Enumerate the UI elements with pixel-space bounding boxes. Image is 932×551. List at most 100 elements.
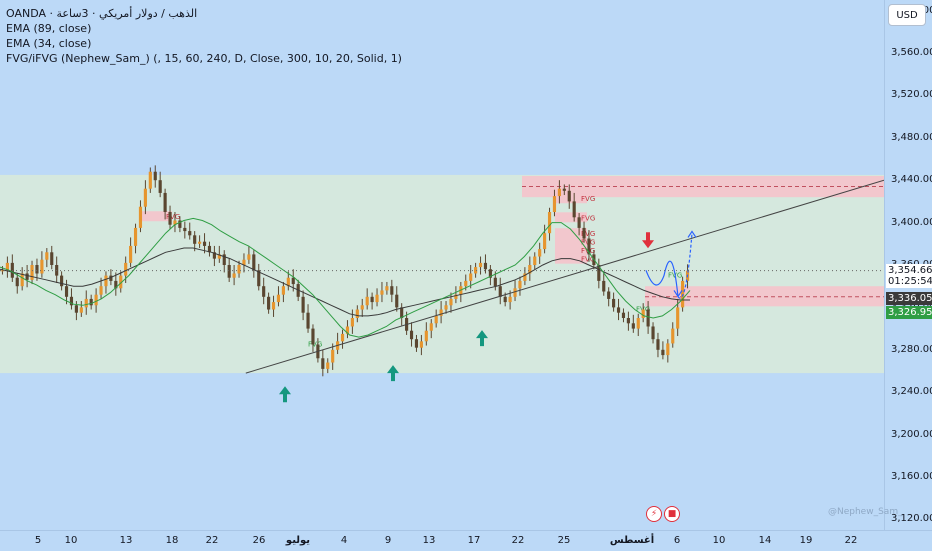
candle-body [257,270,261,287]
legend-symbol-title[interactable]: OANDA · الذهب / دولار أمريكي · 3ساعة [6,7,198,20]
x-tick-label: أغسطس [609,535,655,546]
candle-body [400,307,404,318]
candle-body [321,358,325,369]
candle-body [656,339,660,350]
support-arrow-1 [279,386,291,403]
candle-body [183,227,187,232]
candle-body [99,286,103,295]
candle-body [40,259,44,274]
candle-body [434,315,438,324]
candle-body [207,245,212,253]
fvg-label-3: FVG [581,214,595,222]
candle-body [252,254,256,271]
range-zone [0,174,884,374]
candle-body [267,296,271,310]
x-tick-label: 9 [384,535,392,546]
candle-body [178,220,182,228]
candle-body [104,275,108,287]
candle-body [168,212,172,225]
fvg-label-1: FVG [166,213,180,221]
fvg-label-5-box [555,236,587,247]
chart-plot-area[interactable]: FVGFVGFVGFVGFVGFVGFVGFVGFVGFVG [0,0,885,530]
candle-body [212,252,216,259]
y-tick-label: 3,280.000 [891,343,932,355]
candle-body [247,254,251,260]
candle-body [414,339,419,348]
x-tick-label: 19 [799,535,813,546]
candle-body [478,262,483,268]
candle-body [380,290,384,295]
candle-body [74,305,78,313]
candle-body [419,341,423,348]
candle-body [30,265,34,280]
candle-body [488,269,492,278]
candle-body [242,259,246,265]
fvg-label-7: FVG [581,256,595,264]
forecast-arrowhead-down [673,290,683,298]
chart-legend: OANDA · الذهب / دولار أمريكي · 3ساعة EMA… [6,6,402,66]
candle-body [193,235,197,244]
candle-body [345,326,350,334]
ema-slow-line [0,247,690,317]
candle-body [469,273,473,281]
ascending-trendline [245,179,885,374]
candle-body [237,265,241,274]
flash-event-icon[interactable]: ⚡ [646,506,662,522]
candle-body [429,323,433,331]
candle-body [129,245,133,263]
candle-body [306,312,310,329]
x-tick-label: 18 [165,535,179,546]
candle-body [636,318,640,329]
x-tick-label: 22 [844,535,858,546]
currency-button[interactable]: USD [888,4,926,26]
legend-ema-34[interactable]: EMA (34, close) [6,37,92,50]
candle-body [153,171,157,181]
candle-body [449,298,453,306]
candle-body [424,330,428,342]
candle-body [385,286,389,291]
candle-body [138,206,143,228]
candle-body [35,265,39,274]
resistance-arrow [642,232,654,249]
candle-body [365,296,369,306]
candle-body [533,256,537,265]
candle-body [50,252,54,265]
candle-body [163,192,167,212]
time-axis[interactable] [0,530,932,551]
candle-body [375,294,379,303]
candle-body [276,294,281,303]
candle-body [202,241,207,246]
candle-body [281,286,285,295]
x-tick-label: يوليو [285,535,311,546]
candle-body [390,286,394,295]
candle-body [646,309,650,327]
forecast-path-2 [677,233,693,299]
candle-body [173,220,177,225]
bar-countdown: 01:25:54 [888,275,932,287]
x-tick-label: 22 [205,535,219,546]
legend-fvg-indicator[interactable]: FVG/iFVG (Nephew_Sam_) (, 15, 60, 240, D… [6,52,402,65]
candle-body [271,302,276,310]
chart-svg[interactable]: FVGFVGFVGFVGFVGFVGFVGFVGFVGFVG [0,0,885,530]
candle-body [227,265,231,278]
candle-body [562,188,566,191]
candle-body [301,296,305,313]
candle-body [158,180,162,193]
candle-body [311,328,315,345]
candle-body [84,298,88,308]
y-tick-label: 3,120.000 [891,513,932,525]
candle-body [552,196,557,212]
candle-body [666,343,670,356]
candle-body [15,277,19,287]
y-tick-label: 3,160.000 [891,471,932,482]
candle-body [217,254,221,259]
candle-body [671,328,675,344]
candle-body [355,309,359,318]
x-tick-label: 13 [119,535,133,546]
fvg-label-4: FVG [581,230,595,238]
legend-ema-89[interactable]: EMA (89, close) [6,22,92,35]
ema-slow-price-tag: 3,336.052 [886,292,932,306]
us-flag-event-icon[interactable]: ■ [664,506,680,522]
candle-body [0,270,5,272]
candle-body [198,241,202,244]
